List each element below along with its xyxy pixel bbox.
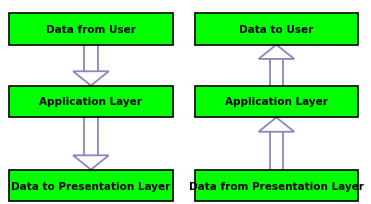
FancyBboxPatch shape — [195, 14, 358, 45]
Text: Application Layer: Application Layer — [39, 97, 142, 107]
FancyBboxPatch shape — [9, 14, 173, 45]
FancyBboxPatch shape — [9, 170, 173, 202]
FancyBboxPatch shape — [195, 86, 358, 118]
Text: Data to User: Data to User — [239, 25, 313, 34]
Polygon shape — [259, 118, 294, 132]
FancyBboxPatch shape — [9, 86, 173, 118]
Text: Data from User: Data from User — [46, 25, 136, 34]
Polygon shape — [73, 72, 109, 86]
FancyBboxPatch shape — [195, 170, 358, 202]
Text: Data from Presentation Layer: Data from Presentation Layer — [189, 181, 364, 191]
Text: Application Layer: Application Layer — [225, 97, 328, 107]
Polygon shape — [259, 45, 294, 60]
Text: Data to Presentation Layer: Data to Presentation Layer — [11, 181, 171, 191]
Polygon shape — [73, 155, 109, 170]
